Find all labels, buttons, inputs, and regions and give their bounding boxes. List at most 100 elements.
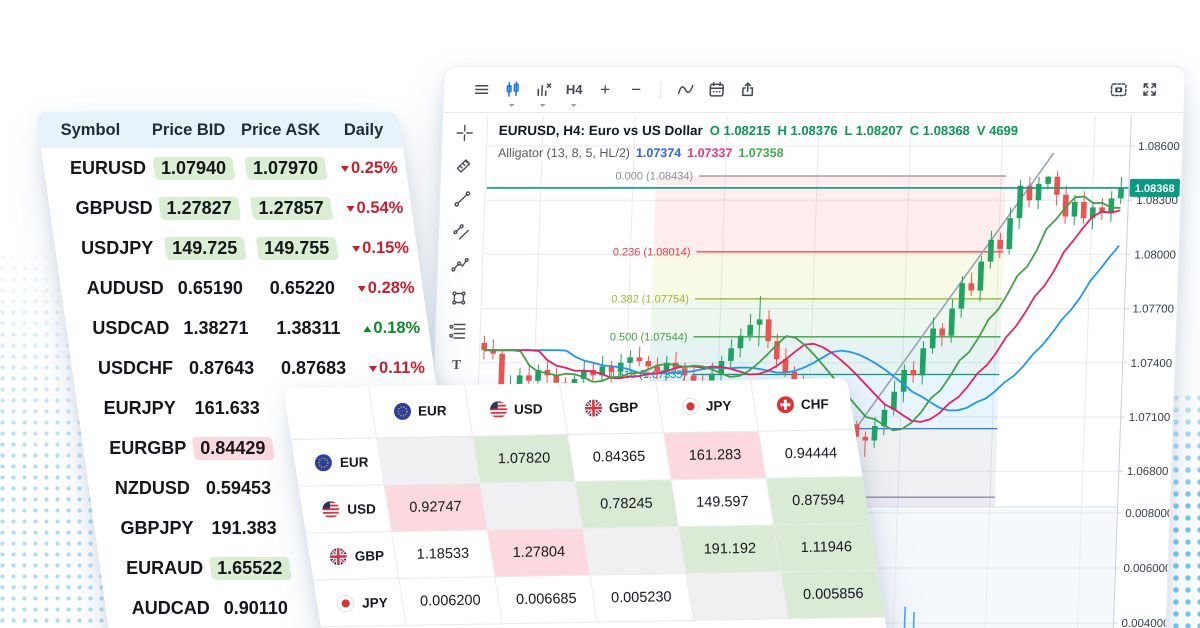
- ohlcv-value-o: O 1.08215: [709, 123, 771, 138]
- matrix-row-jpy: JPY 0.006200 0.006685 0.005230 0.005856: [313, 570, 885, 628]
- quote-row-eurusd[interactable]: EURUSD 1.07940 1.07970 0.25%: [41, 148, 409, 188]
- matrix-cell-gbp-jpy: 191.192: [678, 525, 782, 574]
- quote-row-audusd[interactable]: AUDUSD 0.65190 0.65220 0.28%: [58, 268, 426, 308]
- quote-row-gbpusd[interactable]: GBPUSD 1.27827 1.27857 0.54%: [47, 188, 415, 228]
- matrix-cell-jpy-gbp: 0.005230: [590, 573, 694, 623]
- ohlcv-value-v: V 4699: [976, 123, 1019, 138]
- quote-ask: 0.65220: [270, 277, 336, 298]
- flag-gbp-icon: [329, 547, 347, 565]
- matrix-column-header-usd: USD: [464, 383, 569, 437]
- flag-usd-icon: [322, 500, 340, 518]
- crosshair-tool-icon[interactable]: [453, 122, 476, 144]
- column-header-daily: Daily: [343, 120, 384, 139]
- svg-text:0.008000: 0.008000: [1125, 508, 1173, 520]
- triangle-down-icon: [351, 245, 360, 252]
- quote-symbol: AUDCAD: [131, 597, 210, 618]
- trend-line-tool-icon[interactable]: [451, 188, 474, 210]
- text-tool-icon[interactable]: T: [445, 353, 468, 375]
- drawing-tools-rail: T: [422, 114, 489, 628]
- export-icon[interactable]: [734, 77, 761, 103]
- quote-daily-change: 0.15%: [342, 239, 419, 258]
- matrix-column-header-gbp: GBP: [560, 381, 664, 436]
- column-header-bid: Price BID: [151, 120, 226, 139]
- quote-bid: 0.87643: [189, 357, 255, 378]
- svg-text:0.006000: 0.006000: [1123, 563, 1171, 575]
- matrix-column-header-eur: EUR: [368, 384, 473, 439]
- zoom-out-button[interactable]: −: [630, 80, 642, 99]
- chart-legend: EURUSD, H4: Euro vs US Dollar O 1.08215 H …: [498, 119, 1019, 163]
- matrix-cell-gbp-usd: 1.27804: [487, 528, 591, 578]
- quote-daily-change: 0.11%: [359, 359, 436, 378]
- matrix-row-label-eur: EUR: [291, 438, 385, 487]
- matrix-cell-usd-eur: 0.92747: [384, 483, 488, 533]
- quote-symbol: GBPJPY: [120, 517, 194, 538]
- zoom-in-button[interactable]: +: [599, 80, 611, 99]
- chart-symbol-title: EURUSD, H4: Euro vs US Dollar: [498, 123, 704, 138]
- matrix-cell-eur-jpy: 161.283: [663, 431, 767, 481]
- quote-bid: 1.07940: [146, 156, 241, 180]
- ruler-tool-icon[interactable]: [452, 155, 475, 177]
- quote-bid: 149.725: [157, 236, 252, 260]
- chart-style-bars-icon[interactable]: [530, 77, 557, 103]
- matrix-cell-usd-jpy: 149.597: [671, 478, 775, 528]
- svg-text:1.07100: 1.07100: [1128, 412, 1170, 424]
- quote-bid: 0.65190: [178, 277, 244, 298]
- quote-ask: 1.38311: [276, 317, 341, 338]
- quote-row-usdchf[interactable]: USDCHF 0.87643 0.87683 0.11%: [69, 348, 437, 388]
- parallel-channel-tool-icon[interactable]: [450, 221, 473, 243]
- svg-text:1.08000: 1.08000: [1134, 249, 1176, 261]
- triangle-down-icon: [369, 365, 378, 372]
- quote-daily-change: 0.28%: [347, 279, 424, 298]
- svg-text:0.382 (1.07754): 0.382 (1.07754): [611, 293, 689, 305]
- triangle-up-icon: [362, 325, 371, 332]
- quote-symbol: USDJPY: [81, 237, 154, 258]
- indicators-icon[interactable]: [672, 77, 699, 103]
- quote-daily-change: 0.54%: [336, 199, 413, 218]
- quote-bid: 0.90110: [223, 597, 288, 618]
- quote-bid: 0.84429: [186, 436, 281, 460]
- matrix-cell-jpy-usd: 0.006685: [495, 575, 599, 625]
- quote-row-usdjpy[interactable]: USDJPY 149.725 149.755 0.15%: [52, 228, 420, 268]
- menu-icon[interactable]: [468, 77, 495, 103]
- svg-text:0.004000: 0.004000: [1121, 618, 1169, 628]
- screenshot-icon[interactable]: [1105, 77, 1132, 103]
- quote-symbol: EURAUD: [126, 557, 204, 578]
- quote-symbol: EURUSD: [69, 157, 146, 178]
- chart-style-candles-icon[interactable]: [499, 77, 526, 103]
- matrix-row-gbp: GBP 1.18533 1.27804 191.192 1.11946: [306, 523, 878, 581]
- triangle-down-icon: [357, 285, 366, 292]
- svg-text:T: T: [452, 357, 462, 372]
- matrix-header-row: EUR USD GBP JPY CHF: [283, 378, 856, 440]
- calendar-icon[interactable]: [703, 77, 730, 103]
- matrix-row-usd: USD 0.92747 0.78245 149.597 0.87594: [298, 476, 870, 534]
- triangle-down-icon: [346, 205, 355, 212]
- matrix-cell-eur-usd: 1.07820: [472, 435, 576, 484]
- flag-gbp-icon: [584, 399, 602, 417]
- triangle-down-icon: [340, 165, 349, 172]
- matrix-cell-jpy-jpy: [686, 572, 790, 621]
- matrix-cell-jpy-chf: 0.005856: [781, 570, 885, 620]
- flag-jpy-icon: [337, 594, 355, 612]
- fib-retracement-tool-icon[interactable]: [446, 320, 469, 342]
- svg-text:1.07400: 1.07400: [1130, 358, 1172, 370]
- column-header-symbol: Symbol: [60, 120, 121, 139]
- polyline-tool-icon[interactable]: [449, 254, 472, 276]
- matrix-cell-gbp-eur: 1.18533: [392, 530, 496, 579]
- quote-symbol: AUDUSD: [86, 277, 164, 298]
- flag-usd-icon: [489, 401, 507, 419]
- fullscreen-icon[interactable]: [1136, 77, 1163, 103]
- quote-daily-change: 0.18%: [353, 319, 430, 338]
- quote-symbol: EURJPY: [103, 397, 176, 418]
- matrix-row-label-usd: USD: [298, 485, 393, 534]
- quote-symbol: EURGBP: [109, 437, 187, 458]
- matrix-column-header-jpy: JPY: [655, 379, 760, 434]
- quote-bid: 1.65522: [202, 556, 297, 580]
- matrix-cell-eur-chf: 0.94444: [759, 430, 863, 479]
- timeframe-select[interactable]: H4: [561, 77, 588, 103]
- currency-matrix: EUR USD GBP JPY CHF EUR 1.07820 0.84365 161.283 0…: [283, 378, 895, 628]
- quote-row-usdcad[interactable]: USDCAD 1.38271 1.38311 0.18%: [64, 308, 432, 348]
- ohlcv-value-c: C 1.08368: [909, 123, 971, 138]
- svg-text:0.236 (1.08014): 0.236 (1.08014): [613, 246, 691, 258]
- ohlcv-value-h: H 1.08376: [777, 123, 838, 138]
- rectangle-tool-icon[interactable]: [448, 287, 471, 309]
